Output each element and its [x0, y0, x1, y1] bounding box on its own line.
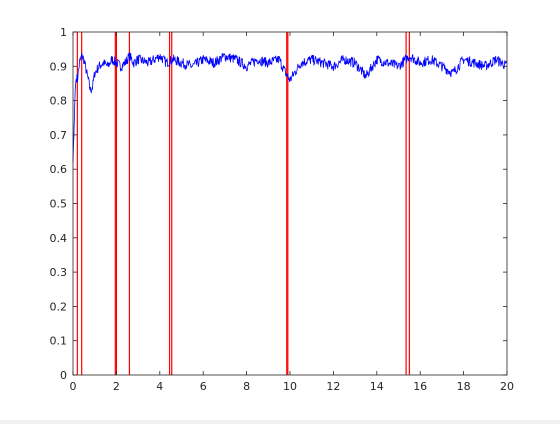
axes: [72, 31, 508, 376]
y-axis-ticks: 0 0.1 0.2 0.3 0.4 0.5 0.6 0.7 0.8 0.9 1: [50, 26, 507, 382]
y-tick-label-9: 0.9: [50, 60, 68, 73]
y-tick-label-4: 0.4: [50, 232, 68, 245]
y-tick-label-1: 0.1: [50, 335, 68, 348]
y-tick-label-0: 0: [60, 369, 67, 382]
x-tick-label-10: 20: [500, 380, 514, 393]
x-tick-label-7: 14: [370, 380, 384, 393]
y-tick-label-5: 0.5: [50, 198, 68, 211]
plot-area-frame: [72, 31, 508, 376]
y-tick-label-6: 0.6: [50, 163, 68, 176]
x-tick-label-0: 0: [70, 380, 77, 393]
x-tick-label-9: 18: [457, 380, 471, 393]
x-axis-ticks: 0 2 4 6 8 10 12 14 16 18 20: [70, 32, 514, 393]
x-tick-label-4: 8: [243, 380, 250, 393]
y-tick-label-8: 0.8: [50, 95, 68, 108]
x-tick-label-5: 10: [283, 380, 297, 393]
x-tick-label-8: 16: [413, 380, 427, 393]
vertical-marker-lines: [76, 32, 410, 375]
series-lines: [72, 52, 508, 163]
x-tick-label-3: 6: [200, 380, 207, 393]
x-tick-label-6: 12: [326, 380, 340, 393]
x-tick-label-1: 2: [113, 380, 120, 393]
y-tick-label-7: 0.7: [50, 129, 68, 142]
series-line-0: [72, 52, 508, 163]
y-tick-label-3: 0.3: [50, 266, 68, 279]
x-tick-label-2: 4: [156, 380, 163, 393]
y-tick-label-2: 0.2: [50, 300, 68, 313]
y-tick-label-10: 1: [60, 26, 67, 39]
